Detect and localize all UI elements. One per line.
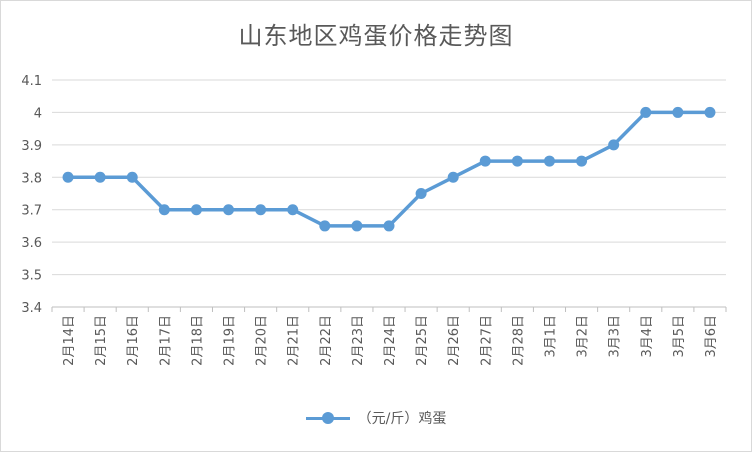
data-point bbox=[640, 106, 652, 118]
x-tick-label: 2月23日 bbox=[351, 315, 366, 366]
x-tick-label: 2月27日 bbox=[479, 315, 494, 366]
x-tick-label: 3月5日 bbox=[672, 315, 687, 358]
y-tick-label: 3.9 bbox=[21, 139, 42, 154]
y-tick-label: 4 bbox=[34, 106, 42, 121]
legend-swatch bbox=[305, 411, 350, 425]
x-tick-label: 3月2日 bbox=[576, 315, 591, 358]
tick-labels: 3.4 3.5 3.6 3.7 3.8 3.9 4 4.1 2月14日 2月15日 2月16日 2月1… bbox=[21, 74, 719, 366]
x-tick-label: 3月6日 bbox=[704, 315, 719, 358]
data-point bbox=[447, 171, 459, 183]
data-point bbox=[672, 106, 684, 118]
x-tick-label: 2月16日 bbox=[126, 315, 141, 366]
x-tick-label: 2月25日 bbox=[415, 315, 430, 366]
y-tick-label: 3.7 bbox=[21, 204, 42, 219]
x-tick-label: 2月28日 bbox=[511, 315, 526, 366]
data-point bbox=[608, 139, 620, 151]
y-tick-label: 3.4 bbox=[21, 301, 42, 316]
legend: （元/斤）鸡蛋 bbox=[0, 408, 752, 428]
x-tick-label: 2月21日 bbox=[287, 315, 302, 366]
x-tick-label: 2月15日 bbox=[94, 315, 109, 366]
data-point bbox=[255, 204, 267, 216]
y-tick-label: 4.1 bbox=[21, 74, 42, 89]
data-point bbox=[223, 204, 235, 216]
legend-label: （元/斤）鸡蛋 bbox=[357, 411, 447, 427]
x-tick-label: 3月1日 bbox=[543, 315, 558, 358]
x-tick-label: 2月17日 bbox=[158, 315, 173, 366]
x-tick-label: 3月4日 bbox=[640, 315, 655, 358]
x-tick-label: 2月18日 bbox=[190, 315, 205, 366]
data-point bbox=[479, 155, 491, 167]
data-point bbox=[126, 171, 138, 183]
data-point bbox=[287, 204, 299, 216]
x-tick-label: 3月3日 bbox=[608, 315, 623, 358]
y-tick-label: 3.6 bbox=[21, 236, 42, 251]
data-point bbox=[190, 204, 202, 216]
chart-title: 山东地区鸡蛋价格走势图 bbox=[238, 22, 514, 50]
data-point bbox=[511, 155, 523, 167]
data-point bbox=[383, 220, 395, 232]
data-point bbox=[62, 171, 74, 183]
data-point bbox=[543, 155, 555, 167]
data-point bbox=[351, 220, 363, 232]
gridlines bbox=[52, 79, 726, 276]
data-point bbox=[158, 204, 170, 216]
x-tick-label: 2月14日 bbox=[62, 315, 77, 366]
x-tick-label: 2月20日 bbox=[255, 315, 270, 366]
x-tick-label: 2月22日 bbox=[319, 315, 334, 366]
x-tick-label: 2月24日 bbox=[383, 315, 398, 366]
data-point bbox=[415, 188, 427, 199]
data-point bbox=[319, 220, 331, 232]
series-layer bbox=[62, 106, 716, 232]
data-point bbox=[576, 155, 588, 167]
x-tick-label: 2月19日 bbox=[223, 315, 238, 366]
axes bbox=[51, 306, 727, 312]
data-point bbox=[704, 106, 716, 118]
y-tick-label: 3.8 bbox=[21, 171, 42, 186]
y-tick-label: 3.5 bbox=[21, 269, 42, 284]
x-tick-label: 2月26日 bbox=[447, 315, 462, 366]
data-point bbox=[94, 171, 106, 183]
